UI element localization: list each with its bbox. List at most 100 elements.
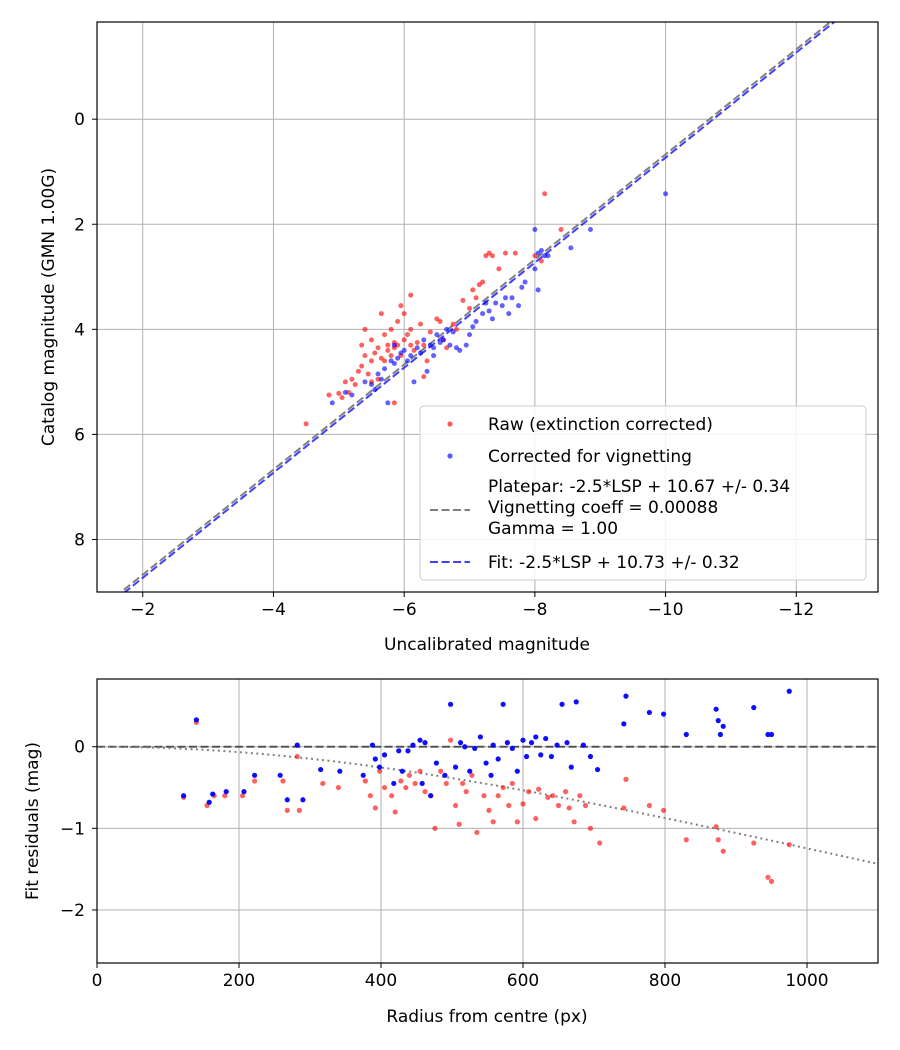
bottom-x-axis-label: Radius from centre (px) [386,1007,587,1027]
bottom-y-tick-label: −1 [60,819,85,839]
corrected-residual-point [594,766,601,773]
raw-residual-point [786,842,792,848]
raw-point [359,363,365,369]
legend: Raw (extinction corrected) Corrected for… [419,405,867,581]
raw-residual-point [683,837,689,843]
legend-label-raw: Raw (extinction corrected) [488,415,713,435]
corrected-point [538,248,544,254]
corrected-point [483,300,489,306]
corrected-residual-point [683,731,689,738]
raw-point [401,311,407,317]
top-x-tick-label: −8 [522,600,547,620]
corrected-residual-point [318,766,324,773]
raw-point [326,392,332,398]
raw-point [467,305,473,311]
corrected-point [470,324,476,330]
raw-point [480,279,486,285]
raw-residual-point [490,819,496,825]
corrected-point [401,347,407,353]
raw-point [470,287,476,293]
raw-point [388,326,394,332]
corrected-residual-point [452,764,459,770]
corrected-residual-point [490,742,496,748]
raw-point [502,250,508,256]
raw-residual-point [417,768,423,774]
corrected-residual-point [462,744,468,750]
raw-point [460,297,466,303]
corrected-residual-point [559,701,565,707]
top-x-tick-label: −2 [130,600,155,620]
raw-point [359,342,365,348]
raw-residual-point [239,793,246,799]
raw-point [408,326,414,332]
raw-residual-point [720,848,726,854]
top-x-tick-label: −4 [261,600,286,620]
raw-point [418,321,424,327]
raw-residual-point [533,815,539,822]
corrected-point [535,287,541,293]
raw-point [382,358,388,364]
corrected-residual-point [554,742,560,748]
bottom-y-tick-label: −2 [60,901,85,921]
corrected-point [408,353,414,359]
corrected-residual-point [399,768,405,774]
legend-marker-raw [447,421,453,427]
bottom-y-axis-label: Fit residuals (mag) [23,742,43,900]
raw-residual-point [495,793,501,799]
raw-residual-point [582,802,589,809]
bottom-plot: 0 200 400 600 800 1000 −2 −1 0 Radius from centr… [23,678,879,1027]
corrected-point [447,342,453,348]
corrected-point [391,360,397,366]
raw-point [368,358,374,364]
corrected-point [372,387,378,393]
corrected-point [385,400,391,406]
top-y-axis-label: Catalog magnitude (GMN 1.00G) [39,168,59,446]
legend-box [419,405,867,581]
corrected-residual-point [433,760,439,766]
corrected-point [450,329,456,335]
corrected-point [434,332,440,338]
raw-point [375,345,381,351]
corrected-residual-point [786,688,792,694]
raw-residual-point [481,793,487,799]
bottom-scatter-points [181,688,792,884]
raw-residual-point [296,807,302,813]
raw-point [385,342,391,348]
raw-residual-point [486,807,492,813]
raw-residual-point [372,805,378,811]
raw-point [404,332,410,338]
raw-residual-point [597,840,603,846]
corrected-residual-point [495,756,501,762]
raw-point [558,227,564,233]
corrected-point [411,379,417,385]
raw-residual-point [768,878,775,884]
corrected-residual-point [587,753,594,760]
raw-residual-point [660,807,667,813]
corrected-point [480,311,486,317]
bottom-x-tick-label: 400 [365,971,397,991]
corrected-residual-point [483,760,489,766]
raw-residual-point [456,821,462,827]
corrected-point [424,368,430,374]
corrected-point [473,318,479,324]
top-y-tick-label: 4 [74,320,85,340]
corrected-residual-point [369,742,376,748]
corrected-point [382,366,388,372]
corrected-residual-point [410,742,416,748]
raw-residual-point [715,837,721,843]
raw-point [408,342,414,348]
corrected-point [532,227,538,233]
corrected-point [342,389,348,395]
raw-point [342,379,348,385]
legend-label-platepar: Platepar: -2.5*LSP + 10.67 +/- 0.34 Vigne… [488,477,790,539]
corrected-point [375,371,381,377]
raw-residual-point [447,737,454,743]
corrected-point [489,316,495,322]
top-y-tick-label: 0 [74,110,85,130]
bottom-x-tick-label: 200 [223,971,255,991]
raw-residual-point [406,772,412,778]
raw-residual-point [252,778,258,784]
corrected-point [431,345,437,351]
corrected-point [395,355,401,361]
